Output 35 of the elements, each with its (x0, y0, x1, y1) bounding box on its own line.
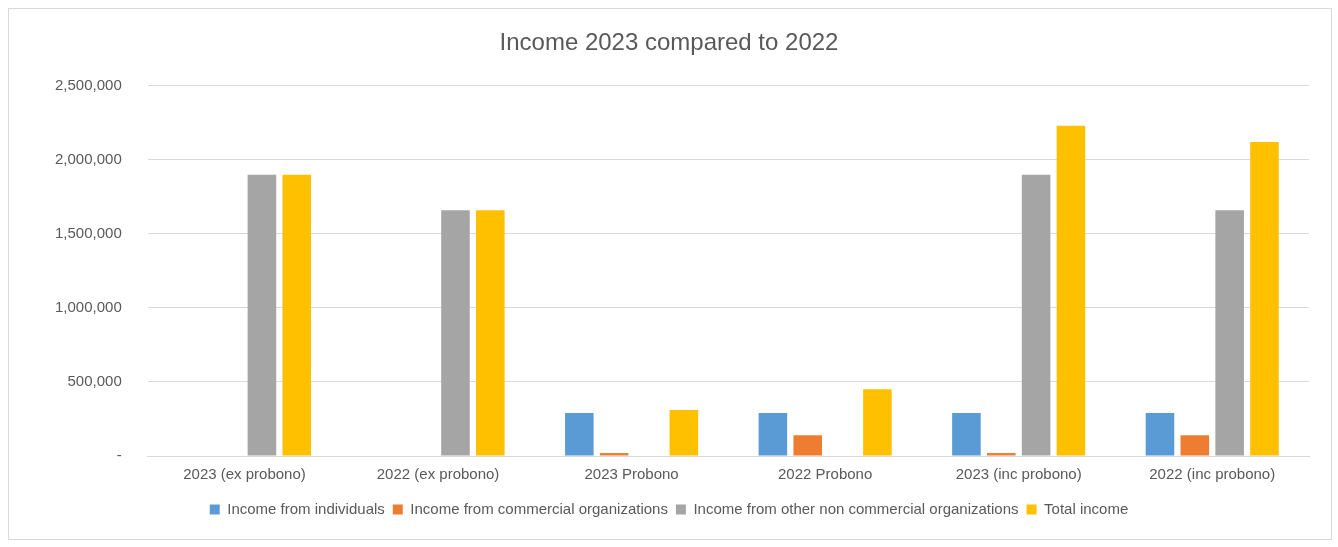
y-tick-label: 1,000,000 (55, 298, 122, 316)
legend-label: Income from other non commercial organizations (693, 499, 1019, 517)
x-tick-label: 2023 (ex probono) (183, 465, 306, 483)
x-tick-label: 2022 (inc probono) (1149, 465, 1276, 483)
y-tick-label: 500,000 (67, 372, 122, 390)
x-tick-label: 2023 (inc probono) (955, 465, 1082, 483)
y-tick-label: 1,500,000 (55, 224, 122, 242)
legend-label: Income from individuals (227, 499, 385, 517)
bar (282, 174, 312, 456)
bar (247, 174, 277, 456)
bar (441, 210, 470, 456)
bar (1056, 125, 1086, 456)
x-tick-label: 2022 (ex probono) (376, 465, 500, 483)
x-tick-label: 2023 Probono (584, 465, 679, 483)
bar (1215, 210, 1244, 456)
legend-label: Total income (1044, 499, 1129, 517)
bar (986, 453, 1016, 456)
bar (476, 210, 505, 456)
bar (863, 389, 892, 456)
bar (565, 413, 594, 456)
bar (952, 413, 981, 456)
bar (1250, 142, 1279, 456)
bar (1180, 435, 1210, 456)
bar (793, 435, 822, 456)
y-tick-label: 2,000,000 (55, 149, 122, 167)
bar (1145, 413, 1175, 456)
y-tick-label: - (116, 446, 122, 464)
legend-label: Income from commercial organizations (410, 499, 668, 517)
x-tick-label: 2022 Probono (778, 465, 873, 483)
bar (758, 413, 788, 456)
chart-title: Income 2023 compared to 2022 (499, 28, 839, 56)
y-tick-label: 2,500,000 (55, 75, 122, 93)
bar (1021, 174, 1051, 456)
bar (599, 453, 629, 456)
bar (669, 410, 699, 456)
